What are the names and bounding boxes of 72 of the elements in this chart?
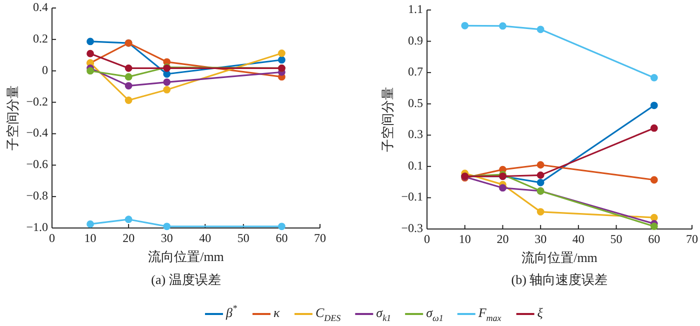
text: (b) 轴向速度误差 bbox=[511, 272, 608, 287]
y-tick-label: −0.6 bbox=[26, 156, 48, 171]
point bbox=[650, 102, 658, 110]
y-tick-label: 0.1 bbox=[408, 158, 423, 172]
legend-label: κ bbox=[273, 304, 280, 320]
y-tick-label: −0.8 bbox=[26, 188, 48, 202]
point bbox=[278, 50, 286, 57]
y-tick-label: 0.3 bbox=[408, 126, 423, 141]
y-tick-label: −0.4 bbox=[26, 125, 48, 140]
point bbox=[650, 222, 658, 230]
y-tick-label: 0.9 bbox=[408, 33, 423, 48]
y-axis-title: 子空间分量 bbox=[380, 87, 395, 152]
x-axis-title: 流向位置/mm bbox=[148, 248, 224, 264]
point bbox=[650, 176, 658, 184]
y-tick-label: 0.2 bbox=[33, 31, 48, 46]
y-tick-label: −1.0 bbox=[26, 220, 48, 234]
legend-label: F$_{max}$ bbox=[477, 304, 502, 324]
x-tick-label: 20 bbox=[122, 230, 135, 245]
x-tick-label: 70 bbox=[314, 230, 326, 245]
x-tick-label: 40 bbox=[199, 230, 212, 245]
x-tick-label: 10 bbox=[84, 230, 96, 245]
x-tick-label: 50 bbox=[610, 232, 622, 246]
x-tick-label: 60 bbox=[276, 230, 288, 245]
point bbox=[536, 26, 544, 34]
point bbox=[124, 96, 132, 104]
x-tick-label: 60 bbox=[648, 232, 660, 246]
point bbox=[499, 184, 506, 192]
point bbox=[86, 220, 94, 228]
point bbox=[499, 22, 506, 30]
legend-label: σ$_{ω1}$ bbox=[426, 304, 444, 324]
x-tick-label: 10 bbox=[458, 232, 471, 246]
y-axis-title: 子空间分量 bbox=[4, 86, 20, 150]
point bbox=[86, 67, 94, 75]
x-tick-label: 30 bbox=[534, 232, 547, 246]
point bbox=[650, 214, 658, 222]
x-tick-label: 30 bbox=[160, 230, 173, 245]
point bbox=[124, 216, 132, 224]
legend-label: C$_{DES}$ bbox=[315, 304, 342, 324]
y-tick-label: −0.3 bbox=[401, 220, 423, 235]
point bbox=[163, 78, 171, 86]
legend-label: β$^{*}$ bbox=[225, 303, 238, 320]
point bbox=[536, 161, 544, 169]
point bbox=[124, 82, 132, 90]
x-tick-label: 40 bbox=[572, 232, 584, 246]
y-tick-label: −0.1 bbox=[401, 189, 423, 204]
point bbox=[278, 222, 286, 230]
y-tick-label: 0 bbox=[42, 62, 48, 77]
x-tick-label: 20 bbox=[496, 232, 509, 246]
point bbox=[536, 171, 544, 179]
y-tick-label: 0.5 bbox=[408, 96, 423, 110]
point bbox=[163, 222, 171, 230]
point bbox=[124, 64, 132, 72]
point bbox=[536, 178, 544, 186]
point bbox=[461, 22, 469, 30]
y-tick-label: −0.2 bbox=[26, 94, 48, 108]
legend-label: ξ bbox=[537, 304, 544, 320]
x-tick-label: 70 bbox=[686, 232, 698, 246]
point bbox=[536, 208, 544, 216]
y-tick-label: 1.1 bbox=[408, 2, 423, 16]
point bbox=[650, 124, 658, 132]
y-tick-label: 0.4 bbox=[33, 0, 48, 14]
point bbox=[278, 56, 286, 64]
point bbox=[650, 74, 658, 82]
point bbox=[86, 50, 94, 58]
legend-label: σ$_{k1}$ bbox=[376, 304, 392, 324]
x-axis-title: 流向位置/mm bbox=[522, 250, 598, 265]
point bbox=[163, 86, 171, 94]
x-tick-label: 50 bbox=[237, 230, 250, 245]
y-tick-label: 0.7 bbox=[408, 64, 423, 78]
text: (a) 温度误差 bbox=[151, 272, 221, 287]
point bbox=[86, 38, 94, 46]
point bbox=[124, 73, 132, 81]
